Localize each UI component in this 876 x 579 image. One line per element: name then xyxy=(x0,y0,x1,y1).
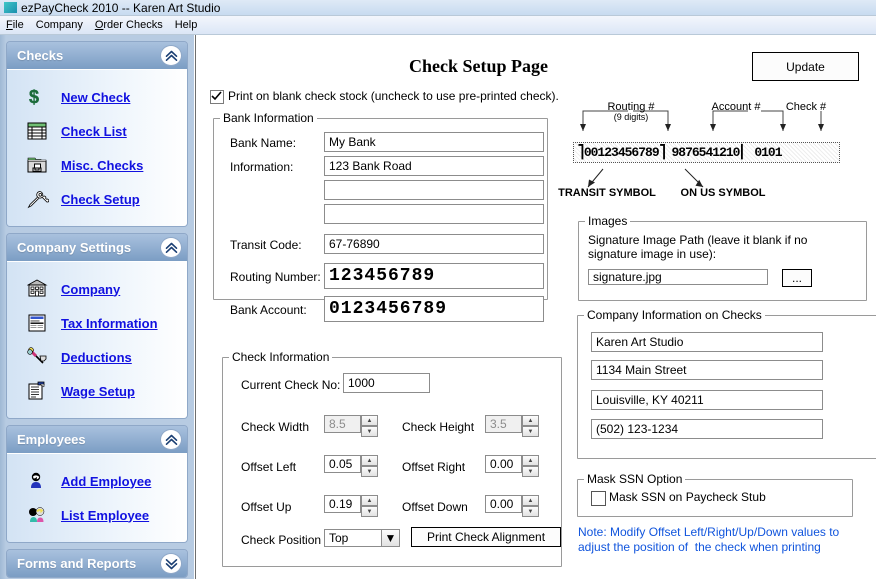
svg-text:$: $ xyxy=(29,87,39,107)
